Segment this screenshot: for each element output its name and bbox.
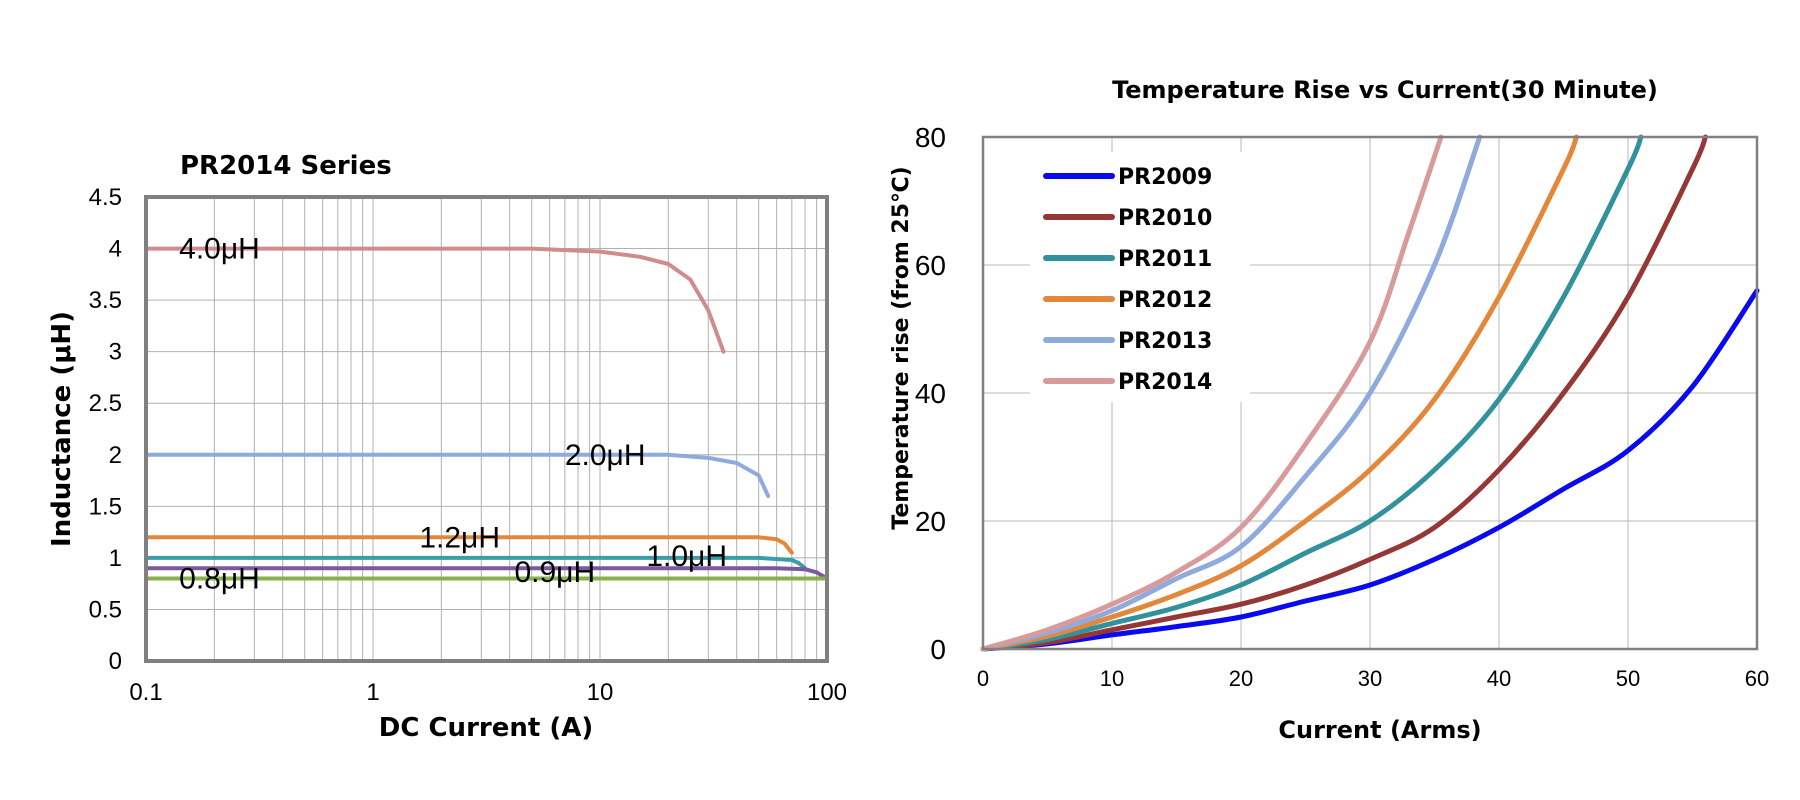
left-x-tick-label: 100: [807, 679, 847, 706]
left-curve-labels: 4.0μH 2.0μH 1.2μH 1.0μH 0.9μH 0.8μH: [179, 233, 727, 596]
left-y-tick-label: 3.5: [89, 287, 122, 314]
left-y-tick-label: 4.5: [89, 184, 122, 211]
right-x-tick-label: 40: [1487, 666, 1511, 691]
left-chart-grid: [146, 197, 827, 661]
curve-label-0-9-h: 0.9μH: [514, 556, 595, 589]
right-y-axis-label: Temperature rise (from 25℃): [889, 166, 914, 529]
left-y-tick-label: 0.5: [89, 596, 122, 623]
right-x-tick-label: 20: [1229, 666, 1253, 691]
curve-label-4-0-h: 4.0μH: [179, 233, 260, 266]
left-y-tick-label: 2: [109, 442, 122, 469]
left-y-tick-label: 3: [109, 339, 122, 366]
left-x-tick-label: 0.1: [129, 679, 162, 706]
right-x-tick-label: 0: [977, 666, 989, 691]
right-y-tick-label: 0: [930, 634, 946, 665]
left-plot-frame: [144, 195, 829, 663]
series-line-pr2011: [980, 134, 1644, 652]
left-y-tick-label: 2.5: [89, 390, 122, 417]
right-y-tick-label: 80: [915, 122, 946, 153]
right-chart-series: [980, 134, 1760, 652]
left-y-tick-label: 1: [109, 545, 122, 572]
right-x-ticks: 0 10 20 30 40 50 60: [977, 666, 1769, 691]
curve-label-2-0-h: 2.0μH: [565, 439, 646, 472]
right-x-tick-label: 10: [1100, 666, 1124, 691]
right-x-tick-label: 30: [1358, 666, 1382, 691]
left-y-tick-label: 4: [109, 236, 122, 263]
temperature-chart: Temperature Rise vs Current(30 Minute) 0…: [889, 76, 1769, 744]
left-x-ticks: 0.1 1 10 100: [129, 679, 847, 706]
left-y-tick-label: 1.5: [89, 493, 122, 520]
left-y-ticks: 0 0.5 1 1.5 2 2.5 3 3.5 4 4.5: [89, 184, 122, 675]
left-chart-series: [144, 246, 829, 581]
right-x-axis-label: Current (Arms): [1278, 716, 1481, 744]
right-chart-title: Temperature Rise vs Current(30 Minute): [1112, 76, 1658, 104]
left-y-tick-label: 0: [109, 648, 122, 675]
left-x-tick-label: 1: [366, 679, 379, 706]
left-x-tick-label: 10: [587, 679, 614, 706]
series-line-4-0-h: [144, 246, 726, 354]
series-line-pr2014: [980, 134, 1444, 652]
series-line-pr2012: [980, 134, 1579, 652]
left-y-axis-label: Inductance (μH): [47, 311, 77, 547]
right-plot-frame: [981, 135, 1759, 651]
curve-label-1-2-h: 1.2μH: [419, 521, 500, 554]
series-line-pr2013: [980, 134, 1483, 652]
series-line-1-0-h: [144, 555, 807, 571]
right-y-ticks: 0 20 40 60 80: [915, 122, 946, 665]
legend-label-pr2014: PR2014: [1118, 370, 1212, 395]
right-x-tick-label: 50: [1616, 666, 1640, 691]
curve-label-0-8-h: 0.8μH: [179, 563, 260, 596]
legend: PR2009 PR2010 PR2011 PR2012 PR2013 PR2014: [1043, 165, 1212, 395]
series-line-pr2010: [980, 134, 1708, 652]
curve-label-1-0-h: 1.0μH: [646, 540, 727, 573]
legend-label-pr2010: PR2010: [1118, 206, 1212, 231]
legend-background: [1030, 152, 1250, 402]
series-line-1-2-h: [144, 535, 794, 555]
right-y-tick-label: 20: [915, 506, 946, 537]
right-x-tick-label: 60: [1745, 666, 1769, 691]
legend-label-pr2012: PR2012: [1118, 288, 1212, 313]
legend-label-pr2009: PR2009: [1118, 165, 1212, 190]
series-line-0-9-h: [144, 566, 829, 581]
right-y-tick-label: 60: [915, 250, 946, 281]
legend-label-pr2013: PR2013: [1118, 329, 1212, 354]
series-line-pr2009: [980, 288, 1760, 652]
inductance-chart: PR2014 Series 0.1 1 10 100 0 0.5 1 1.5 2 2.5 3 3.5…: [47, 151, 847, 743]
left-x-axis-label: DC Current (A): [379, 713, 593, 743]
legend-label-pr2011: PR2011: [1118, 247, 1212, 272]
left-chart-title: PR2014 Series: [180, 151, 392, 181]
series-line-2-0-h: [144, 452, 771, 498]
right-y-tick-label: 40: [915, 378, 946, 409]
